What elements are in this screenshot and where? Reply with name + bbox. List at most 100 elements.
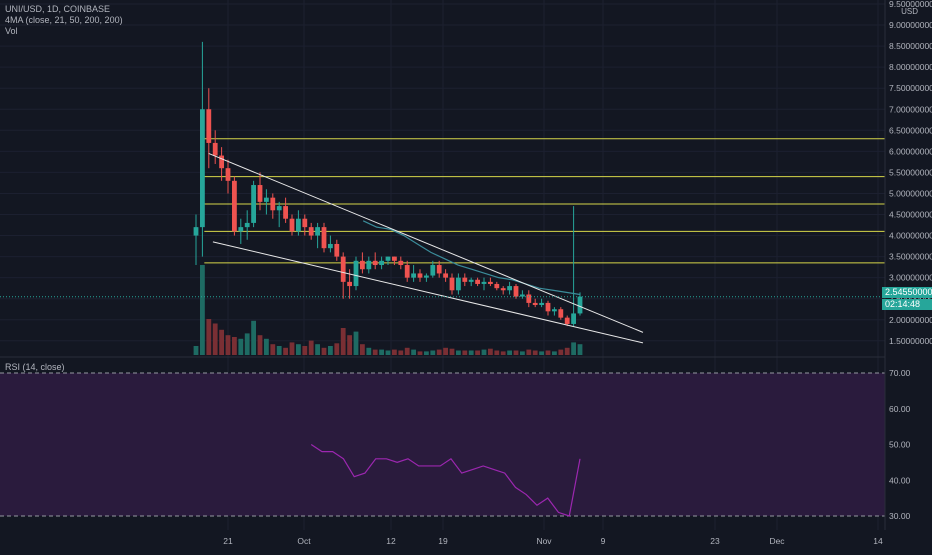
ma-legend[interactable]: 4MA (close, 21, 50, 200, 200) [5, 15, 123, 25]
symbol-legend[interactable]: UNI/USD, 1D, COINBASE [5, 4, 111, 14]
candle-body [571, 313, 576, 324]
currency-label: USD [901, 7, 918, 16]
volume-bar [283, 347, 288, 355]
volume-bar [289, 342, 295, 355]
horizontal-levels [204, 138, 885, 264]
rsi-legend[interactable]: RSI (14, close) [5, 362, 65, 372]
trendlines [208, 152, 644, 344]
chart-legend: UNI/USD, 1D, COINBASE 4MA (close, 21, 50… [5, 4, 123, 37]
price-tick-label: 1.50000000 [889, 336, 932, 346]
volume-bar [321, 347, 327, 355]
candle-body [532, 302, 538, 306]
candle-body [321, 227, 327, 249]
trendline [212, 241, 644, 344]
price-tick-label: 8.50000000 [889, 41, 932, 51]
volume-bar [532, 350, 538, 355]
candle-body [430, 265, 436, 276]
volume-bar [404, 347, 410, 355]
candle-body [468, 279, 474, 282]
countdown-tag: 02:14:48 [882, 299, 932, 310]
candle-body [481, 281, 487, 284]
volume-bar [552, 351, 557, 355]
volume-bar [411, 349, 416, 355]
candle-body [340, 256, 346, 282]
rsi-band [0, 373, 885, 516]
candlesticks [193, 41, 583, 327]
candle-body [315, 227, 320, 236]
volume-bar [526, 349, 532, 355]
last-price-tag: 2.54550000 [882, 287, 932, 298]
volume-bar [206, 319, 212, 355]
rsi-tick-label: 50.00 [889, 440, 911, 450]
volume-bar [520, 351, 525, 355]
volume-bar [302, 346, 308, 355]
volume-bars [193, 265, 583, 355]
candle-body [411, 273, 416, 278]
candle-body [372, 260, 378, 266]
time-tick-label: 9 [601, 536, 606, 546]
candle-body [564, 317, 570, 324]
price-tick-label: 2.00000000 [889, 315, 932, 325]
candle-body [456, 277, 461, 291]
time-tick-label: Nov [536, 536, 552, 546]
rsi-line [310, 444, 581, 517]
candle-body [206, 109, 212, 143]
volume-bar [257, 335, 263, 355]
time-axis-ticks: 21 Oct 12 19 Nov 9 23 Dec 14 [223, 536, 883, 546]
candle-body [283, 206, 288, 219]
volume-bar [488, 348, 493, 355]
volume-bar [577, 344, 583, 355]
candle-body [507, 286, 512, 291]
candle-body [308, 227, 314, 236]
candle-body [424, 275, 429, 278]
time-tick-label: 21 [223, 536, 233, 546]
candle-body [232, 180, 237, 232]
price-tick-label: 6.00000000 [889, 146, 932, 156]
volume-bar [238, 338, 244, 355]
volume-bar [392, 349, 397, 355]
volume-bar [219, 329, 224, 355]
volume-bar [436, 349, 442, 355]
candle-body [417, 273, 423, 278]
candle-body [513, 286, 519, 297]
candle-body [475, 279, 480, 284]
candle-body [500, 288, 506, 291]
volume-bar [276, 346, 282, 355]
volume-bar [347, 335, 352, 355]
volume-bar [513, 350, 519, 355]
candle-body [392, 256, 397, 261]
time-tick-label: 14 [873, 536, 883, 546]
volume-bar [564, 347, 570, 355]
rsi-tick-label: 60.00 [889, 404, 911, 414]
volume-bar [366, 347, 372, 355]
candle-body [558, 309, 564, 318]
candle-body [328, 243, 333, 249]
volume-bar [353, 331, 359, 355]
candle-body [212, 142, 218, 156]
rsi-axis-ticks: 70.00 60.00 50.00 40.00 30.00 [889, 368, 911, 521]
time-tick-label: 23 [710, 536, 720, 546]
volume-bar [379, 349, 384, 355]
candle-body [436, 265, 442, 274]
candle-body [200, 109, 205, 228]
volume-bar [481, 349, 487, 355]
price-tick-label: 4.00000000 [889, 231, 932, 241]
volume-bar [244, 333, 250, 355]
candle-body [385, 256, 391, 261]
candle-body [552, 309, 557, 312]
volume-legend[interactable]: Vol [5, 26, 18, 36]
candle-body [347, 281, 352, 287]
volume-bar [417, 351, 423, 355]
candle-body [251, 185, 256, 223]
candle-body [443, 273, 448, 278]
price-tick-label: 7.00000000 [889, 104, 932, 114]
volume-bar [296, 344, 301, 355]
volume-bar [334, 343, 340, 355]
price-tick-label: 4.50000000 [889, 210, 932, 220]
rsi-tick-label: 30.00 [889, 511, 911, 521]
candle-body [494, 283, 500, 289]
volume-bar [449, 348, 455, 355]
volume-bar [430, 350, 436, 355]
